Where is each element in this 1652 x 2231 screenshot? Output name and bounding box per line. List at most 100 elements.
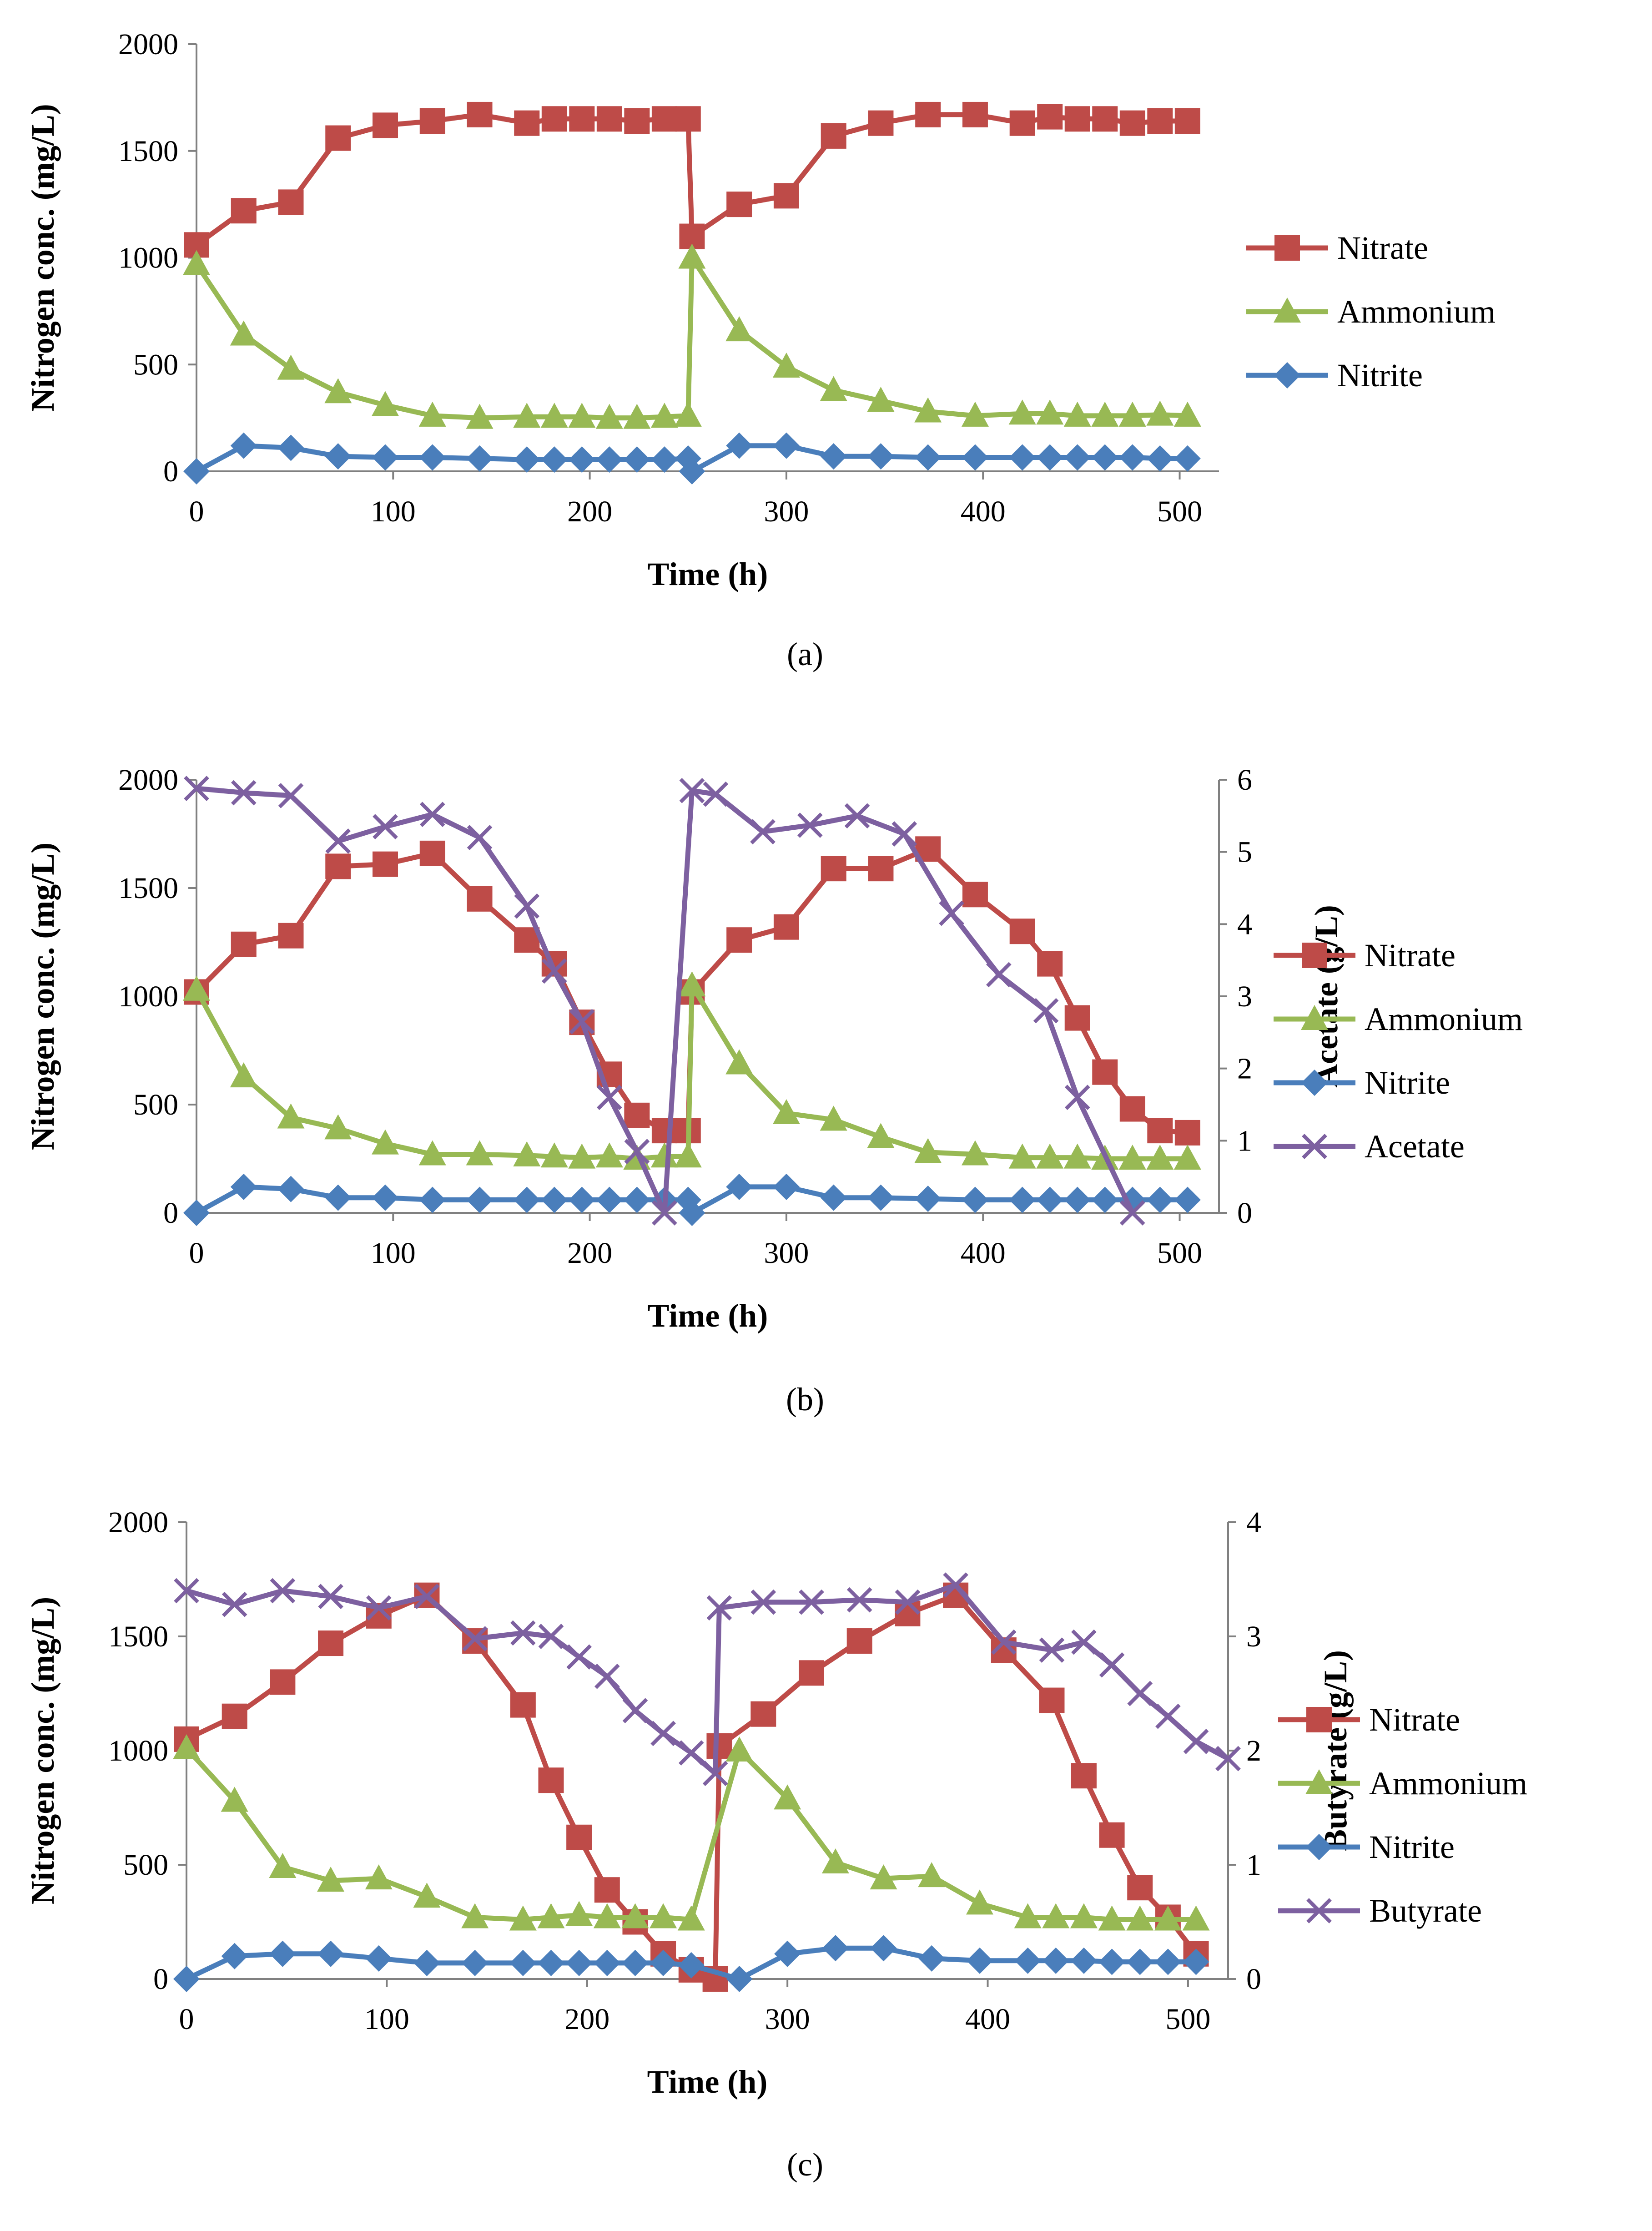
data-point xyxy=(1127,1875,1153,1901)
data-point xyxy=(372,444,399,471)
data-point xyxy=(325,828,351,854)
data-point xyxy=(867,387,895,412)
data-point xyxy=(540,403,568,428)
data-point xyxy=(596,1186,623,1213)
data-point xyxy=(1036,1143,1064,1169)
legend-label: Ammonium xyxy=(1369,1765,1527,1802)
data-point xyxy=(895,1600,921,1626)
y-tick-label: 2000 xyxy=(118,28,178,61)
data-point xyxy=(1009,444,1036,471)
data-point xyxy=(1064,1005,1090,1031)
chart-c: 0 500 1000 1500 2000 0 100 200 300 400 500 0 1 2 3 4 But… xyxy=(25,1506,1527,2183)
data-point xyxy=(1155,1703,1181,1729)
y-tick-label: 1500 xyxy=(118,135,178,168)
y2-tick-label: 3 xyxy=(1237,980,1252,1013)
data-point xyxy=(514,893,540,919)
y2-tick-label: 0 xyxy=(1237,1196,1252,1230)
x-tick-label: 100 xyxy=(371,495,416,528)
data-point xyxy=(419,840,445,866)
legend-swatch-marker xyxy=(1306,1707,1332,1732)
data-point xyxy=(870,1864,897,1890)
data-point xyxy=(538,1624,564,1649)
data-point xyxy=(419,1186,446,1213)
data-point xyxy=(1071,1629,1097,1655)
data-point xyxy=(173,1734,200,1759)
data-point xyxy=(270,1669,296,1695)
legend-label: Nitrate xyxy=(1369,1701,1460,1738)
data-point xyxy=(962,444,988,471)
data-point xyxy=(230,320,257,346)
data-point xyxy=(1037,1186,1063,1213)
y-tick-label: 1000 xyxy=(108,1734,168,1767)
series-line xyxy=(194,255,1190,421)
data-point xyxy=(566,1644,592,1670)
y2-axis-title: Acetate (g/L) xyxy=(1308,905,1345,1088)
data-point xyxy=(1092,1059,1118,1085)
data-point xyxy=(467,825,493,850)
y-tick-label: 1000 xyxy=(118,980,178,1013)
legend-item-nitrite: Nitrite xyxy=(1246,357,1423,394)
data-point xyxy=(277,434,304,461)
data-point xyxy=(418,401,446,427)
data-point xyxy=(566,1949,593,1976)
data-point xyxy=(510,1692,536,1718)
data-point xyxy=(538,1949,564,1976)
data-point xyxy=(914,1138,942,1163)
data-point xyxy=(1042,1903,1070,1928)
data-point xyxy=(513,1141,541,1166)
data-point xyxy=(652,1200,677,1226)
data-point xyxy=(1127,1948,1153,1975)
data-point xyxy=(222,1703,247,1729)
data-point xyxy=(918,1862,946,1888)
data-point xyxy=(914,397,942,423)
data-point xyxy=(230,432,257,459)
data-point xyxy=(939,900,964,926)
data-point xyxy=(624,1186,650,1213)
data-point xyxy=(1014,1947,1041,1974)
x-tick-label: 500 xyxy=(1165,2003,1210,2036)
x-tick-label: 400 xyxy=(961,1237,1006,1270)
data-point xyxy=(269,1940,296,1967)
data-point xyxy=(365,1864,393,1890)
data-point xyxy=(750,1701,776,1727)
data-point xyxy=(538,1767,564,1793)
data-point xyxy=(706,1595,732,1621)
data-point xyxy=(773,183,799,209)
data-point xyxy=(183,250,210,275)
data-point xyxy=(868,110,894,136)
data-point xyxy=(622,1698,648,1723)
data-point xyxy=(277,354,305,380)
legend-item-ammonium: Ammonium xyxy=(1278,1765,1527,1802)
data-point xyxy=(675,106,701,132)
data-point xyxy=(1036,399,1064,425)
series-butyrate xyxy=(174,1572,1241,1787)
data-point xyxy=(1146,400,1174,426)
y-axis-title: Nitrogen conc. (mg/L) xyxy=(25,843,61,1151)
y2-tick-label: 5 xyxy=(1237,836,1252,869)
y-tick-label: 500 xyxy=(133,348,178,381)
data-point xyxy=(537,1903,565,1928)
data-point xyxy=(221,1787,248,1812)
series-ammonium xyxy=(183,971,1201,1170)
data-point xyxy=(509,1905,537,1931)
legend-swatch-marker xyxy=(1302,943,1327,968)
data-point xyxy=(773,1173,800,1200)
data-point xyxy=(725,1049,753,1075)
data-point xyxy=(593,1903,621,1928)
legend-swatch-marker xyxy=(1301,1070,1328,1096)
data-point xyxy=(650,1903,677,1928)
series-line xyxy=(184,1746,1199,1922)
y-tick-label: 500 xyxy=(123,1848,168,1882)
data-point xyxy=(1119,110,1145,136)
data-point xyxy=(703,781,729,807)
data-point xyxy=(466,445,493,472)
data-point xyxy=(943,1572,968,1598)
data-point xyxy=(726,192,752,217)
series-line xyxy=(194,983,1190,1161)
data-point xyxy=(466,1186,493,1213)
data-point xyxy=(1009,1186,1036,1213)
data-point xyxy=(986,962,1012,988)
data-point xyxy=(822,1935,849,1962)
x-axis-title: Time (h) xyxy=(648,556,768,592)
